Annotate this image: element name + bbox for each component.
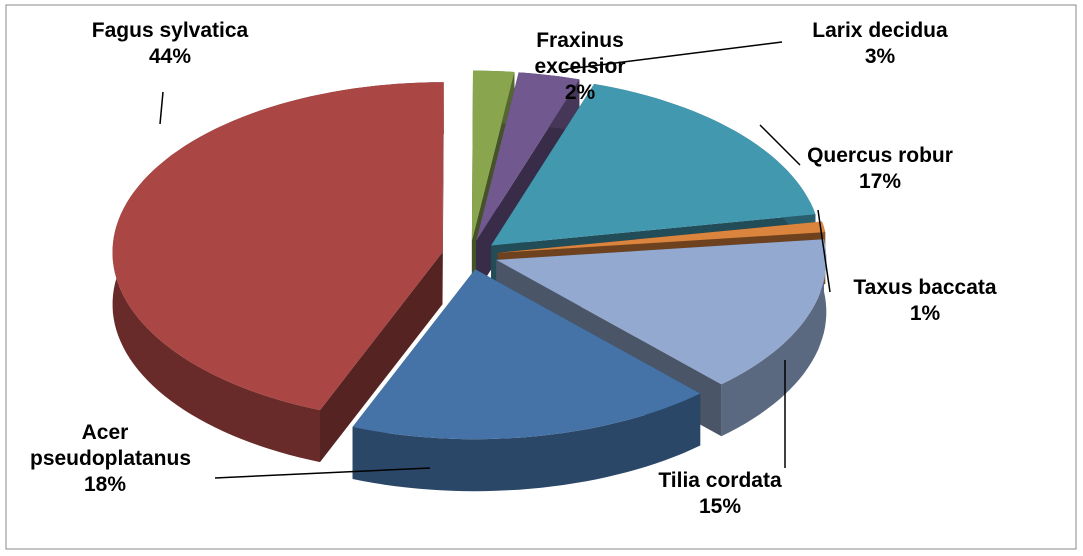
data-label: Acer pseudoplatanus 18% — [30, 420, 192, 498]
category-label: Quercus robur — [807, 144, 953, 167]
slice-wall — [320, 252, 443, 463]
slice-top — [491, 84, 816, 246]
leader-line — [214, 467, 431, 479]
leader-lines — [159, 41, 831, 479]
value-label: 3% — [864, 45, 896, 68]
slice-top — [476, 72, 580, 241]
data-label: Fagus sylvatica 44% — [40, 18, 300, 70]
data-label: Quercus robur 17% — [780, 143, 980, 195]
pie-slice — [496, 239, 827, 437]
data-label: Larix decidua 3% — [780, 18, 980, 70]
leader-line — [759, 124, 801, 166]
pie-slice — [352, 269, 701, 492]
data-label: Tilia cordata 15% — [620, 468, 820, 520]
category-label: Larix decidua — [812, 19, 948, 42]
leader-line — [559, 41, 783, 71]
slice-side — [352, 393, 701, 492]
category-label: Fagus sylvatica — [91, 19, 249, 42]
slice-top — [352, 269, 701, 440]
value-label: 15% — [698, 495, 742, 518]
data-label: Taxus baccata 1% — [825, 275, 1025, 327]
category-label: Fraxinus excelsior — [534, 29, 626, 78]
slice-top — [112, 82, 444, 411]
category-label: Taxus baccata — [853, 276, 997, 299]
value-label: 17% — [858, 170, 902, 193]
slice-top — [496, 239, 827, 385]
value-label: 44% — [148, 45, 192, 68]
value-label: 18% — [83, 473, 127, 496]
pie-slice — [112, 82, 444, 463]
category-label: Acer pseudoplatanus — [30, 421, 192, 470]
value-label: 2% — [564, 81, 596, 104]
leader-line — [159, 91, 164, 125]
data-label: Fraxinus excelsior 2% — [525, 28, 635, 106]
value-label: 1% — [909, 302, 941, 325]
leader-line — [817, 209, 831, 293]
slice-top — [471, 70, 515, 241]
slice-wall — [442, 82, 444, 305]
category-label: Tilia cordata — [658, 469, 782, 492]
slice-side — [721, 239, 827, 437]
slice-top — [497, 221, 826, 253]
